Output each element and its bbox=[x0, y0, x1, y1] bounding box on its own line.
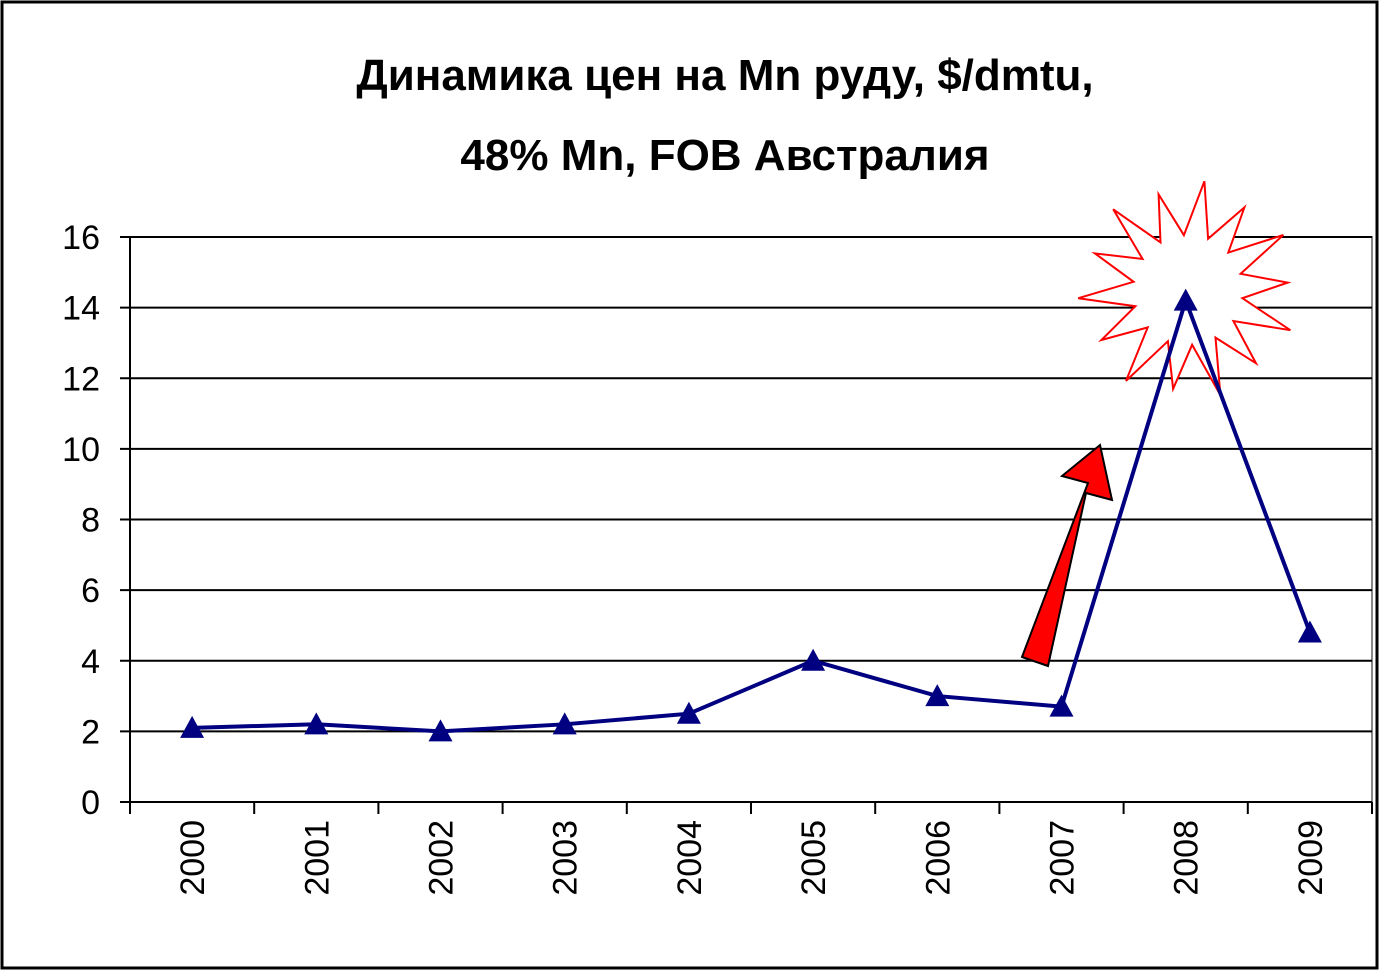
line bbox=[192, 294, 1312, 734]
marker bbox=[552, 712, 577, 735]
x-tick-label: 2003 bbox=[547, 820, 585, 896]
y-tick-label: 6 bbox=[81, 572, 100, 610]
starburst bbox=[1078, 180, 1292, 396]
marker bbox=[180, 715, 205, 738]
marker bbox=[1297, 620, 1322, 643]
arrow-annotation bbox=[1020, 443, 1114, 668]
y-tick-label: 12 bbox=[62, 360, 100, 398]
marker bbox=[925, 684, 950, 707]
x-tick-label: 2007 bbox=[1044, 820, 1082, 896]
y-tick-label: 0 bbox=[81, 784, 100, 822]
y-tick-label: 2 bbox=[81, 713, 100, 751]
y-tick-label: 14 bbox=[62, 290, 100, 328]
y-tick-label: 10 bbox=[62, 431, 100, 469]
chart-title: Динамика цен на Mn руду, $/dmtu, bbox=[356, 51, 1093, 100]
x-tick-label: 2008 bbox=[1168, 820, 1206, 896]
marker bbox=[304, 712, 329, 735]
x-tick-label: 2004 bbox=[671, 820, 709, 896]
x-tick-label: 2006 bbox=[919, 820, 957, 896]
marker bbox=[676, 701, 701, 724]
marker bbox=[428, 719, 453, 742]
y-tick-label: 4 bbox=[81, 643, 100, 681]
x-tick-label: 2005 bbox=[795, 820, 833, 896]
marker bbox=[1173, 288, 1198, 311]
chart-title: 48% Mn, FOB Австралия bbox=[460, 131, 989, 180]
y-tick-label: 8 bbox=[81, 502, 100, 540]
plot-area: 0 2 4 6 8 10 12 14 16 2000 2001 2002 2003 2004 2005 200… bbox=[62, 180, 1373, 896]
x-tick-label: 2002 bbox=[423, 820, 461, 896]
marker bbox=[801, 648, 826, 671]
x-tick-label: 2009 bbox=[1292, 820, 1330, 896]
y-tick-label: 16 bbox=[62, 219, 100, 257]
x-tick-label: 2000 bbox=[174, 820, 212, 896]
x-tick-label: 2001 bbox=[298, 820, 336, 896]
marker bbox=[1049, 694, 1074, 717]
